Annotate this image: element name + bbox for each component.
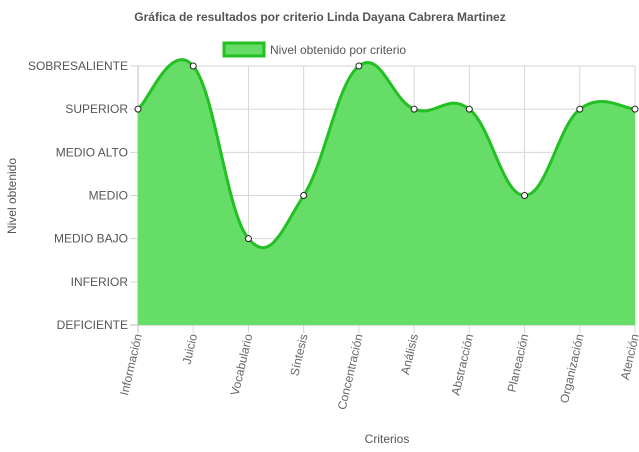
data-point[interactable] xyxy=(300,192,308,199)
x-tick-label: Análisis xyxy=(398,333,421,376)
data-point[interactable] xyxy=(244,235,252,243)
x-axis-ticks: Información Juicio Vocabulario Síntesis Conc… xyxy=(117,332,639,411)
y-tick-label: SUPERIOR xyxy=(65,102,128,116)
series-area xyxy=(138,59,635,325)
data-point[interactable] xyxy=(465,105,473,113)
x-tick-label: Vocabulario xyxy=(228,332,256,397)
y-axis-title: Nivel obtenido xyxy=(5,158,19,234)
legend-label: Nivel obtenido por criterio xyxy=(270,43,406,57)
x-tick-label: Atención xyxy=(618,333,639,382)
y-tick-label: DEFICIENTE xyxy=(57,318,128,332)
data-point[interactable] xyxy=(134,105,142,113)
series xyxy=(134,58,639,325)
series-line xyxy=(136,58,636,250)
x-tick-label: Síntesis xyxy=(287,333,310,378)
y-axis-ticks: DEFICIENTE INFERIOR MEDIO BAJO MEDIO MEDIO A… xyxy=(28,59,128,332)
x-tick-label: Información xyxy=(117,333,145,397)
x-axis-title: Criterios xyxy=(365,432,410,446)
x-tick-label: Abstracción xyxy=(449,333,477,397)
legend[interactable]: Nivel obtenido por criterio xyxy=(222,41,406,58)
data-point[interactable] xyxy=(521,192,529,199)
data-point[interactable] xyxy=(631,105,639,113)
x-tick-label: Juicio xyxy=(180,332,201,365)
y-tick-label: MEDIO ALTO xyxy=(56,145,128,159)
x-tick-label: Organización xyxy=(557,333,587,405)
y-tick-label: INFERIOR xyxy=(71,275,129,289)
y-tick-label: SOBRESALIENTE xyxy=(28,59,128,73)
y-tick-label: MEDIO BAJO xyxy=(54,232,128,246)
data-point[interactable] xyxy=(410,105,418,113)
x-tick-label: Planeación xyxy=(504,333,531,394)
data-point[interactable] xyxy=(576,105,584,113)
legend-swatch xyxy=(222,41,266,58)
data-point[interactable] xyxy=(355,62,363,70)
y-tick-label: MEDIO xyxy=(89,189,128,203)
x-tick-label: Concentración xyxy=(335,333,366,412)
chart-title: Gráfica de resultados por criterio Linda… xyxy=(134,10,505,24)
data-point[interactable] xyxy=(189,62,197,70)
